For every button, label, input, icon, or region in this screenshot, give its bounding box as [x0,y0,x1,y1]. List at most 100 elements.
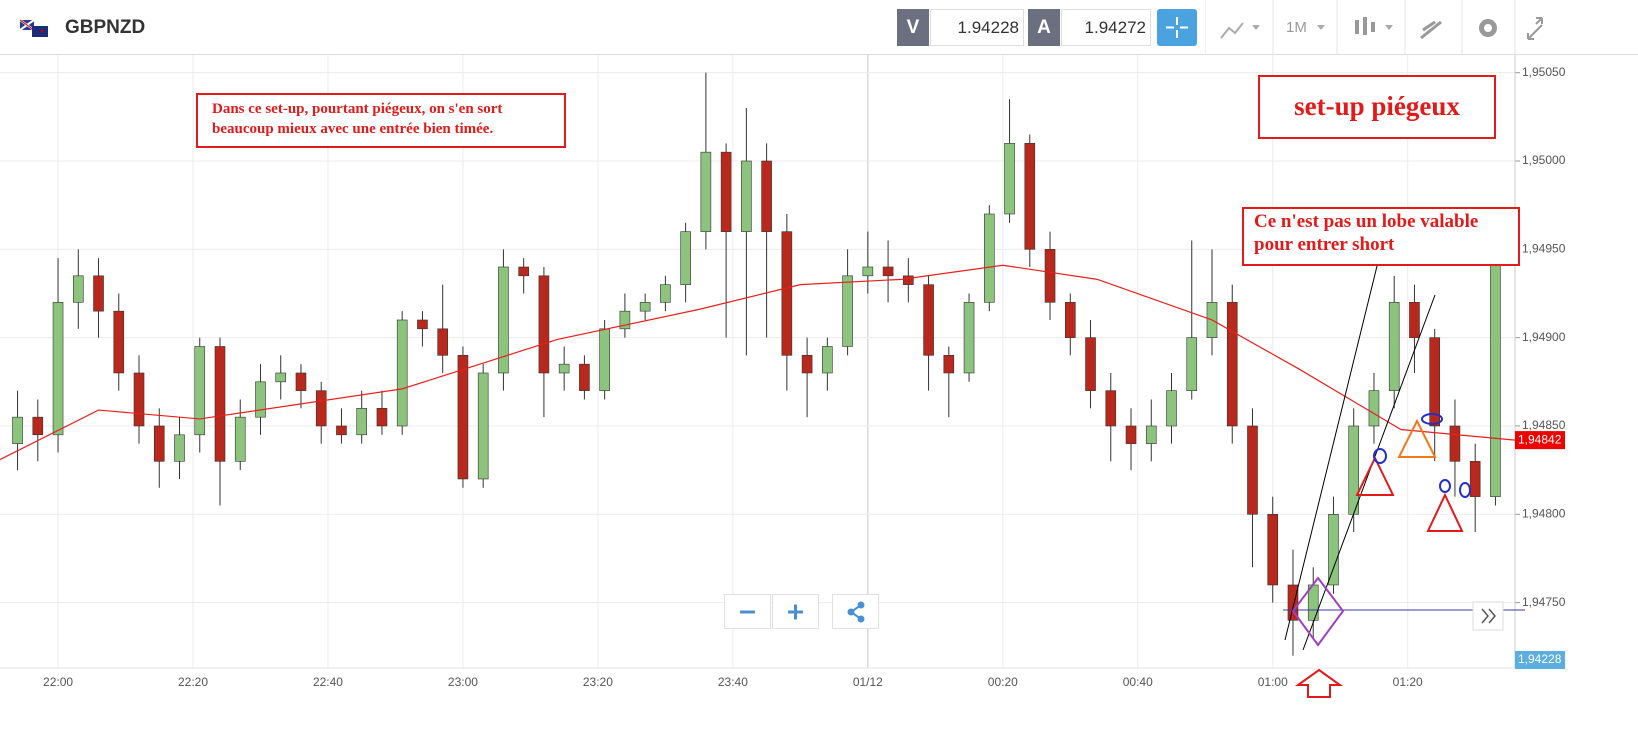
toolbar-icons [1205,0,1543,55]
candle-body [1490,257,1501,497]
bid-tag [1515,651,1565,669]
candle-body [903,275,914,285]
candle-body [93,275,104,312]
sell-price[interactable]: 1.94228 [930,9,1024,46]
candle-body [113,310,125,374]
annotation-title: set-up piégeux [1258,75,1496,139]
candle-body [1388,302,1400,391]
moving-average [0,264,1516,461]
candle-body [1166,390,1177,427]
scroll-icon [1481,608,1496,624]
trend-line [1284,261,1379,641]
x-tick-label: 22:20 [178,675,208,689]
candle-body [174,434,185,462]
y-tick-label: 1,95000 [1522,153,1566,167]
annotation-comment: Ce n'est pas un lobe valable pour entrer… [1242,207,1520,266]
candle-body [781,231,793,356]
candle-body [214,346,226,462]
x-tick-label: 22:00 [43,675,73,689]
candle-body [1449,425,1461,462]
crosshair-button[interactable] [1157,9,1197,46]
candle-body [376,408,388,427]
price-tag-label: 1,94842 [1518,432,1562,446]
candle-body [1409,302,1420,338]
candle-body [1085,337,1096,391]
x-tick-label: 00:20 [988,675,1018,689]
candle-body [275,372,287,383]
candle-body [52,302,64,436]
candle-body [1328,514,1339,586]
candle-body [579,363,590,391]
flag-icon [20,19,48,37]
circle-mark [1459,482,1471,498]
sell-label[interactable]: V [897,9,929,46]
candle-body [538,275,550,374]
candle-body [437,328,448,356]
candle-body [1024,143,1036,250]
timeframe[interactable]: 1M [1286,19,1307,36]
candle-body [984,213,995,303]
candle-body [255,381,266,418]
candle-body [356,408,368,436]
candle-body [295,372,307,391]
candle-body [761,160,772,232]
candle-body [1004,143,1015,215]
x-tick-label: 00:40 [1123,675,1153,689]
triangle [1426,492,1464,532]
candle-body [923,284,934,356]
candle-body [801,355,813,374]
candle-body [842,275,853,347]
price-tag [1515,431,1565,450]
buy-label[interactable]: A [1028,9,1060,46]
candle-body [619,310,631,330]
x-tick-label: 23:00 [448,675,478,689]
candle-body [558,363,570,374]
candle-body [1368,390,1380,427]
candle-body [417,319,428,330]
x-tick-label: 23:40 [718,675,748,689]
x-tick-label: 23:20 [583,675,613,689]
candle-body [12,416,23,444]
candle-body [660,284,671,303]
candle-body [1145,425,1157,444]
candle-body [194,346,206,436]
candle-body [1226,302,1238,427]
y-tick-label: 1,94850 [1522,418,1566,432]
candle-body [862,266,874,277]
x-tick-label: 01/12 [853,675,883,689]
candle-body [1267,514,1279,586]
candle-body [518,266,529,277]
triangle [1355,455,1395,496]
candle-body [963,302,975,374]
candle-body [1125,425,1137,444]
candle-body [1064,302,1076,338]
candle-body [457,355,469,480]
symbol: GBPNZD [65,17,146,38]
y-tick-label: 1,95050 [1522,65,1566,79]
y-tick-label: 1,94900 [1522,330,1566,344]
candle-body [1247,425,1258,515]
candle-body [498,266,509,374]
x-tick-label: 01:00 [1258,675,1288,689]
candle-body [1186,337,1198,391]
annotation-note: Dans ce set-up, pourtant piégeux, on s'e… [196,93,566,148]
zoom-controls [724,594,879,629]
y-tick-label: 1,94750 [1522,595,1566,609]
toolbar: GBPNZD V 1.94228 A 1.94272 1M [0,0,1638,55]
x-tick-label: 01:20 [1393,675,1423,689]
candle-body [680,231,691,285]
candle-body [1044,249,1056,303]
candle-body [336,425,347,436]
candle-body [1105,390,1117,427]
buy-price[interactable]: 1.94272 [1061,9,1151,46]
candle-body [1348,425,1360,515]
candle-body [720,151,732,232]
candle-body [72,275,84,303]
candle-body [396,319,408,427]
candle-body [599,328,610,391]
share[interactable] [832,594,879,629]
candle-body [315,390,327,427]
triangle [1397,418,1437,458]
candle-body [1287,584,1299,621]
